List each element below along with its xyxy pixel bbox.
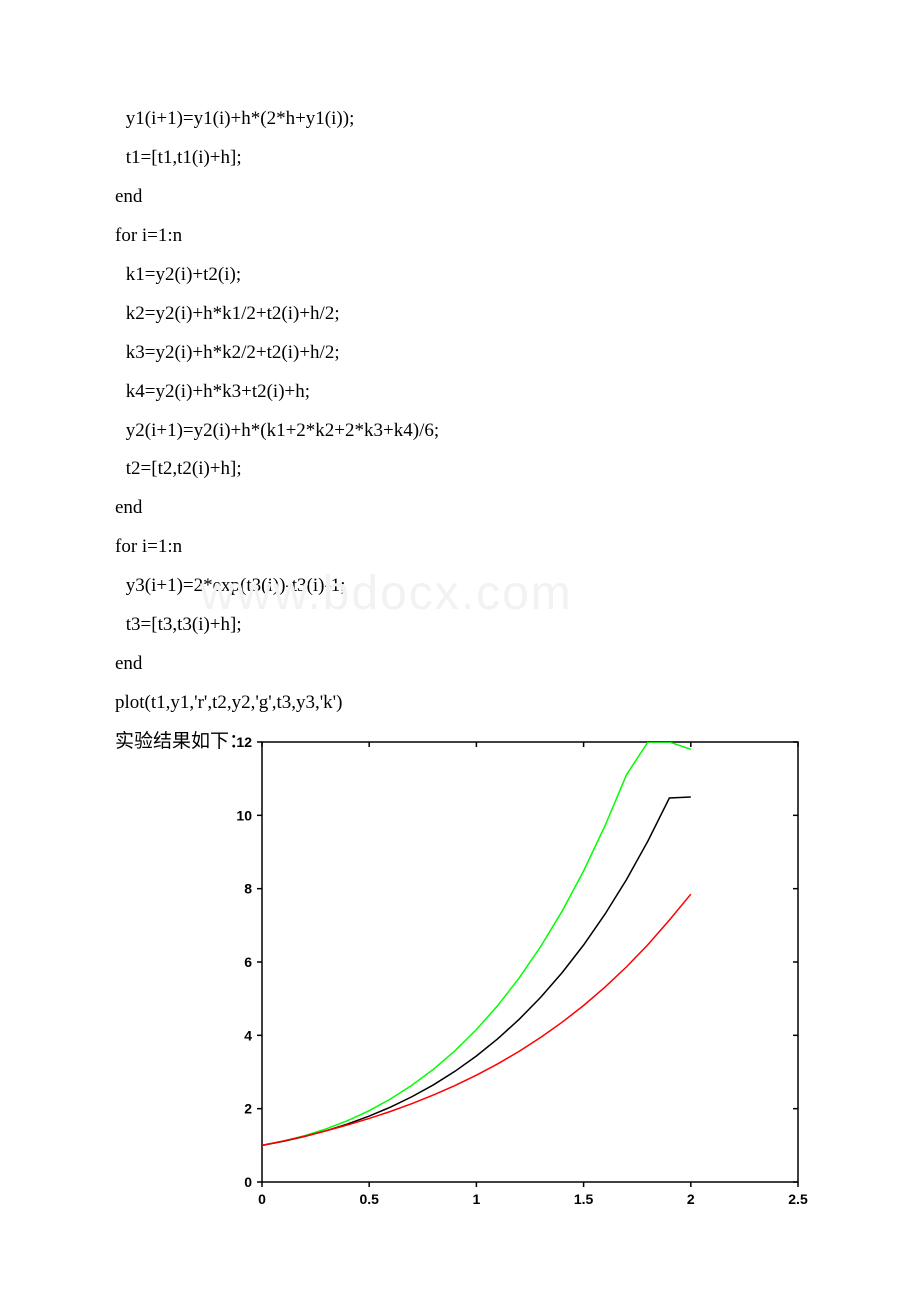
- code-line: end: [115, 645, 810, 684]
- code-line: y1(i+1)=y1(i)+h*(2*h+y1(i));: [115, 100, 810, 139]
- code-block: y1(i+1)=y1(i)+h*(2*h+y1(i)); t1=[t1,t1(i…: [0, 0, 920, 782]
- svg-text:1: 1: [473, 1191, 481, 1207]
- code-line: y3(i+1)=2*exp(t3(i))-t3(i)-1;: [115, 567, 810, 606]
- code-line: for i=1:n: [115, 217, 810, 256]
- code-line: end: [115, 489, 810, 528]
- code-line: end: [115, 178, 810, 217]
- code-line: t2=[t2,t2(i)+h];: [115, 450, 810, 489]
- code-line: t3=[t3,t3(i)+h];: [115, 606, 810, 645]
- code-line: y2(i+1)=y2(i)+h*(k1+2*k2+2*k3+k4)/6;: [115, 412, 810, 451]
- svg-text:2.5: 2.5: [788, 1191, 808, 1207]
- code-line: k3=y2(i)+h*k2/2+t2(i)+h/2;: [115, 334, 810, 373]
- svg-text:0: 0: [244, 1174, 252, 1190]
- svg-text:12: 12: [236, 734, 252, 750]
- svg-text:10: 10: [236, 807, 252, 823]
- svg-text:2: 2: [687, 1191, 695, 1207]
- svg-text:0: 0: [258, 1191, 266, 1207]
- code-line: k4=y2(i)+h*k3+t2(i)+h;: [115, 373, 810, 412]
- code-line: for i=1:n: [115, 528, 810, 567]
- svg-text:0.5: 0.5: [359, 1191, 379, 1207]
- code-line: k2=y2(i)+h*k1/2+t2(i)+h/2;: [115, 295, 810, 334]
- svg-text:6: 6: [244, 954, 252, 970]
- svg-text:8: 8: [244, 881, 252, 897]
- svg-text:1.5: 1.5: [574, 1191, 594, 1207]
- svg-text:4: 4: [244, 1027, 252, 1043]
- svg-text:2: 2: [244, 1101, 252, 1117]
- code-line: plot(t1,y1,'r',t2,y2,'g',t3,y3,'k'): [115, 684, 810, 723]
- chart-container: 0 0.5 1 1.5 2 2.5 0 2 4 6 8 10 12: [198, 724, 814, 1222]
- code-line: k1=y2(i)+t2(i);: [115, 256, 810, 295]
- line-chart: 0 0.5 1 1.5 2 2.5 0 2 4 6 8 10 12: [198, 724, 814, 1222]
- code-line: t1=[t1,t1(i)+h];: [115, 139, 810, 178]
